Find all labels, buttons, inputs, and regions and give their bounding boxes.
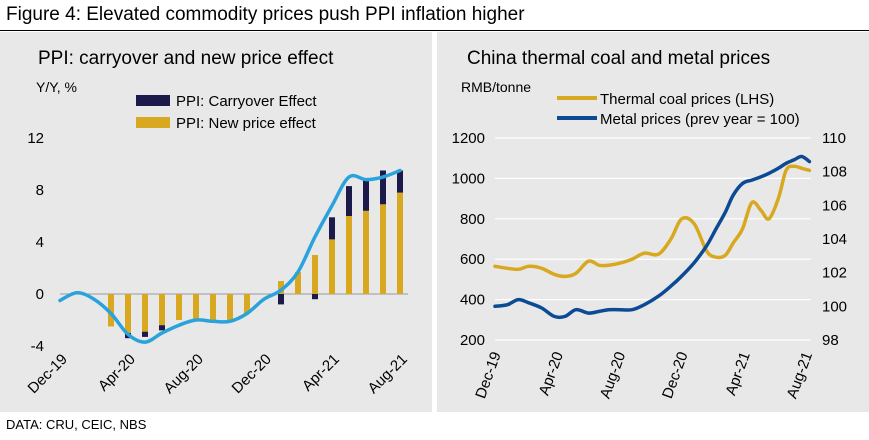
- carryover-bar: [346, 186, 352, 216]
- coal-left-y-tick-label: 1200: [452, 130, 485, 147]
- legend-label-metal: Metal prices (prev year = 100): [600, 111, 800, 128]
- carryover-bar: [380, 170, 386, 205]
- coal-left-y-tick-label: 400: [460, 292, 485, 309]
- ppi-chart-title: PPI: carryover and new price effect: [38, 48, 334, 69]
- coal-x-tick-label: Apr-21: [722, 350, 753, 398]
- coal-x-tick-label: Dec-19: [472, 350, 505, 401]
- coal-chart-title: China thermal coal and metal prices: [467, 48, 770, 69]
- ppi-y-tick-label: 12: [27, 130, 44, 147]
- new-price-bar: [227, 294, 233, 320]
- coal-y-axis-label: RMB/tonne: [461, 79, 531, 95]
- new-price-bar: [244, 294, 250, 314]
- new-price-bar: [312, 255, 318, 294]
- title-rule: [0, 30, 869, 31]
- figure-title: Figure 4: Elevated commodity prices push…: [6, 4, 525, 25]
- coal-right-y-tick-label: 110: [822, 130, 846, 147]
- ppi-x-tick-label: Aug-20: [161, 351, 207, 397]
- coal-right-y-tick-label: 104: [822, 231, 847, 248]
- left-chart-panel: PPI: carryover and new price effect Y/Y,…: [0, 32, 432, 412]
- carryover-bar: [329, 217, 335, 240]
- legend-label-coal: Thermal coal prices (LHS): [600, 91, 774, 108]
- metal-price-line: [493, 154, 812, 320]
- ppi-x-tick-label: Dec-19: [25, 351, 71, 397]
- new-price-bar: [278, 281, 284, 294]
- ppi-x-tick-label: Aug-21: [365, 351, 411, 397]
- legend-label-carryover: PPI: Carryover Effect: [176, 93, 317, 110]
- coal-left-y-tick-label: 600: [460, 251, 485, 268]
- legend-swatch-carryover: [136, 95, 170, 106]
- coal-right-y-tick-label: 102: [822, 265, 847, 282]
- legend-label-new-price: PPI: New price effect: [176, 115, 317, 132]
- coal-x-tick-label: Apr-20: [536, 350, 567, 398]
- coal-metal-chart: China thermal coal and metal prices RMB/…: [452, 48, 847, 401]
- new-price-bar: [346, 216, 352, 294]
- new-price-bar: [295, 271, 301, 294]
- carryover-bar: [397, 170, 403, 193]
- right-chart-panel: China thermal coal and metal prices RMB/…: [437, 32, 869, 412]
- new-price-bar: [193, 294, 199, 320]
- ppi-x-tick-label: Apr-21: [299, 351, 343, 395]
- ppi-y-tick-label: 8: [36, 182, 44, 199]
- coal-left-y-tick-label: 800: [460, 211, 485, 228]
- new-price-bar: [329, 239, 335, 294]
- new-price-bar: [363, 210, 369, 294]
- new-price-bar: [159, 294, 165, 326]
- coal-left-y-tick-label: 1000: [452, 170, 485, 187]
- carryover-bar: [312, 294, 318, 300]
- new-price-bar: [397, 192, 403, 294]
- coal-right-y-tick-label: 100: [822, 298, 847, 315]
- source-note: DATA: CRU, CEIC, NBS: [6, 417, 147, 432]
- carryover-bar: [363, 178, 369, 211]
- legend-swatch-new-price: [136, 117, 170, 128]
- new-price-bar: [108, 294, 114, 327]
- coal-right-y-tick-label: 98: [822, 332, 839, 349]
- coal-right-y-tick-label: 106: [822, 197, 847, 214]
- ppi-y-tick-label: -4: [31, 338, 44, 355]
- coal-x-tick-label: Aug-20: [597, 350, 630, 401]
- carryover-bar: [142, 331, 148, 337]
- ppi-chart: PPI: carryover and new price effect Y/Y,…: [25, 48, 411, 397]
- ppi-y-tick-label: 4: [36, 234, 44, 251]
- new-price-bar: [210, 294, 216, 320]
- ppi-y-tick-label: 0: [36, 286, 44, 303]
- ppi-x-tick-label: Dec-20: [229, 351, 275, 397]
- new-price-bar: [176, 294, 182, 320]
- ppi-x-tick-label: Apr-20: [95, 351, 139, 395]
- coal-x-tick-label: Dec-20: [659, 350, 692, 401]
- carryover-bar: [278, 294, 284, 305]
- coal-x-tick-label: Aug-21: [784, 350, 817, 401]
- coal-price-line: [493, 164, 812, 279]
- ppi-line: [58, 168, 402, 344]
- ppi-y-axis-label: Y/Y, %: [36, 79, 77, 95]
- new-price-bar: [125, 294, 131, 333]
- new-price-bar: [142, 294, 148, 332]
- new-price-bar: [380, 204, 386, 294]
- coal-left-y-tick-label: 200: [460, 332, 485, 349]
- coal-right-y-tick-label: 108: [822, 164, 847, 181]
- carryover-bar: [159, 325, 165, 331]
